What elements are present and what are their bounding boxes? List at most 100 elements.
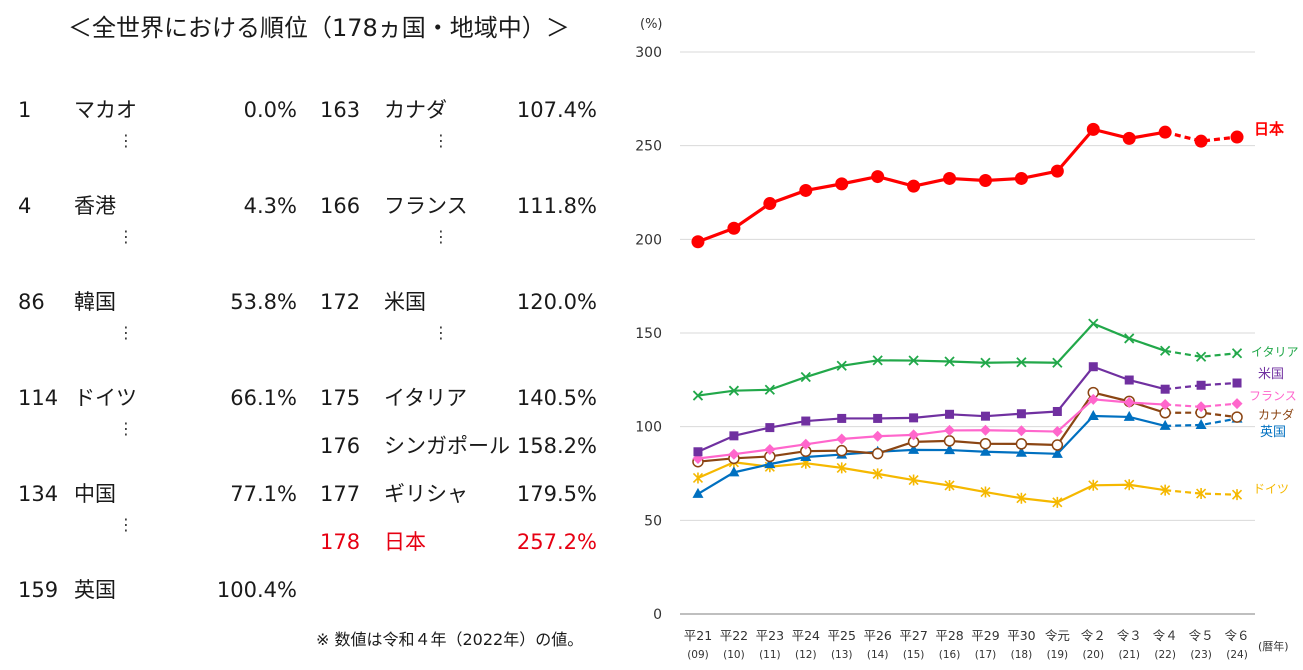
y-tick-label: 0 [653, 607, 662, 623]
value-left: 77.1% [230, 482, 297, 506]
data-point [1160, 345, 1171, 356]
country-right: 日本 [384, 530, 426, 554]
data-point [835, 177, 849, 191]
data-point [836, 360, 847, 371]
y-tick-label: 100 [635, 420, 662, 436]
rank-left: 86 [18, 290, 45, 314]
country-left: 香港 [74, 194, 116, 218]
country-left: マカオ [74, 98, 137, 122]
data-point [1231, 489, 1243, 501]
country-right: シンガポール [384, 434, 510, 458]
data-point [872, 355, 883, 366]
country-right: 米国 [384, 290, 426, 314]
ranking-title: ＜全世界における順位（178ヵ国・地域中）＞ [68, 14, 570, 42]
data-point [1015, 425, 1027, 437]
data-point [729, 431, 739, 441]
data-point [980, 357, 991, 368]
data-point [1196, 380, 1206, 390]
data-point [1160, 484, 1171, 496]
data-point [1123, 410, 1135, 421]
data-point [692, 472, 704, 484]
value-left: 53.8% [230, 290, 297, 314]
data-point [1051, 426, 1063, 438]
footnote: ※ 数値は令和４年（2022年）の値。 [316, 630, 584, 649]
value-left: 100.4% [216, 578, 297, 602]
x-tick-label: 令元 [1045, 628, 1070, 643]
data-point [727, 221, 741, 235]
data-point [978, 174, 992, 188]
data-point [1195, 418, 1207, 429]
series-forecast-line [1165, 489, 1238, 496]
rank-left: 1 [18, 98, 32, 122]
y-tick-label: 250 [635, 139, 662, 155]
series-label: 米国 [1258, 367, 1284, 382]
data-point [764, 458, 776, 469]
data-point [764, 444, 776, 456]
data-point [800, 438, 812, 450]
data-point [693, 447, 703, 457]
data-point [1016, 409, 1026, 419]
value-right: 111.8% [516, 194, 597, 218]
x-tick-sublabel: (19) [1047, 649, 1069, 661]
x-tick-sublabel: (16) [939, 649, 961, 661]
data-point [1124, 333, 1135, 344]
x-tick-sublabel: (11) [759, 649, 781, 661]
ellipsis: ⋮ [433, 323, 449, 342]
series-label: 英国 [1260, 425, 1286, 440]
x-tick-sublabel: (24) [1226, 649, 1248, 661]
data-point [873, 413, 883, 423]
data-point [1052, 357, 1063, 368]
ellipsis: ⋮ [118, 227, 134, 246]
data-point [692, 487, 704, 498]
country-left: 中国 [74, 482, 116, 506]
rank-left: 159 [18, 578, 59, 602]
data-point [763, 197, 777, 211]
ellipsis: ⋮ [118, 515, 134, 534]
series-line [697, 127, 1166, 244]
x-tick-label: 平22 [720, 628, 748, 643]
series-line [697, 461, 1166, 504]
x-tick-sublabel: (12) [795, 649, 817, 661]
x-tick-sublabel: (21) [1118, 649, 1140, 661]
data-point [979, 424, 991, 436]
value-right: 107.4% [516, 98, 597, 122]
country-right: カナダ [384, 98, 447, 122]
x-tick-sublabel: (15) [903, 649, 925, 661]
x-tick-label: 平28 [935, 628, 963, 643]
data-point [1016, 492, 1027, 504]
data-point [908, 474, 919, 486]
ellipsis: ⋮ [118, 419, 134, 438]
data-point [1087, 393, 1099, 405]
data-point [944, 356, 955, 367]
country-left: 英国 [74, 578, 116, 602]
rank-right: 176 [320, 434, 361, 458]
data-point [1015, 446, 1027, 457]
data-point [907, 179, 921, 193]
country-right: フランス [384, 194, 468, 218]
data-point [979, 445, 991, 456]
rank-left: 4 [18, 194, 32, 218]
x-tick-label: 平24 [792, 628, 820, 643]
series-forecast-line [1165, 381, 1238, 391]
y-tick-label: 50 [644, 513, 662, 529]
data-point [1159, 399, 1171, 411]
series-line [697, 391, 1166, 463]
data-point [1124, 479, 1135, 491]
value-right: 120.0% [516, 290, 597, 314]
y-tick-label: 300 [635, 45, 662, 61]
data-point [801, 416, 811, 426]
x-tick-label: 令５ [1189, 628, 1214, 643]
series-label: 日本 [1254, 120, 1284, 138]
data-point [835, 444, 848, 457]
country-right: イタリア [384, 386, 468, 410]
x-tick-label: 平27 [899, 628, 927, 643]
data-point [1230, 130, 1244, 144]
data-point [837, 413, 847, 423]
x-tick-label: 令２ [1081, 628, 1106, 643]
x-tick-sublabel: (23) [1190, 649, 1212, 661]
x-tick-sublabel: (22) [1154, 649, 1176, 661]
ellipsis: ⋮ [118, 131, 134, 150]
data-point [1052, 496, 1063, 508]
data-point [944, 444, 956, 455]
ellipsis: ⋮ [433, 227, 449, 246]
